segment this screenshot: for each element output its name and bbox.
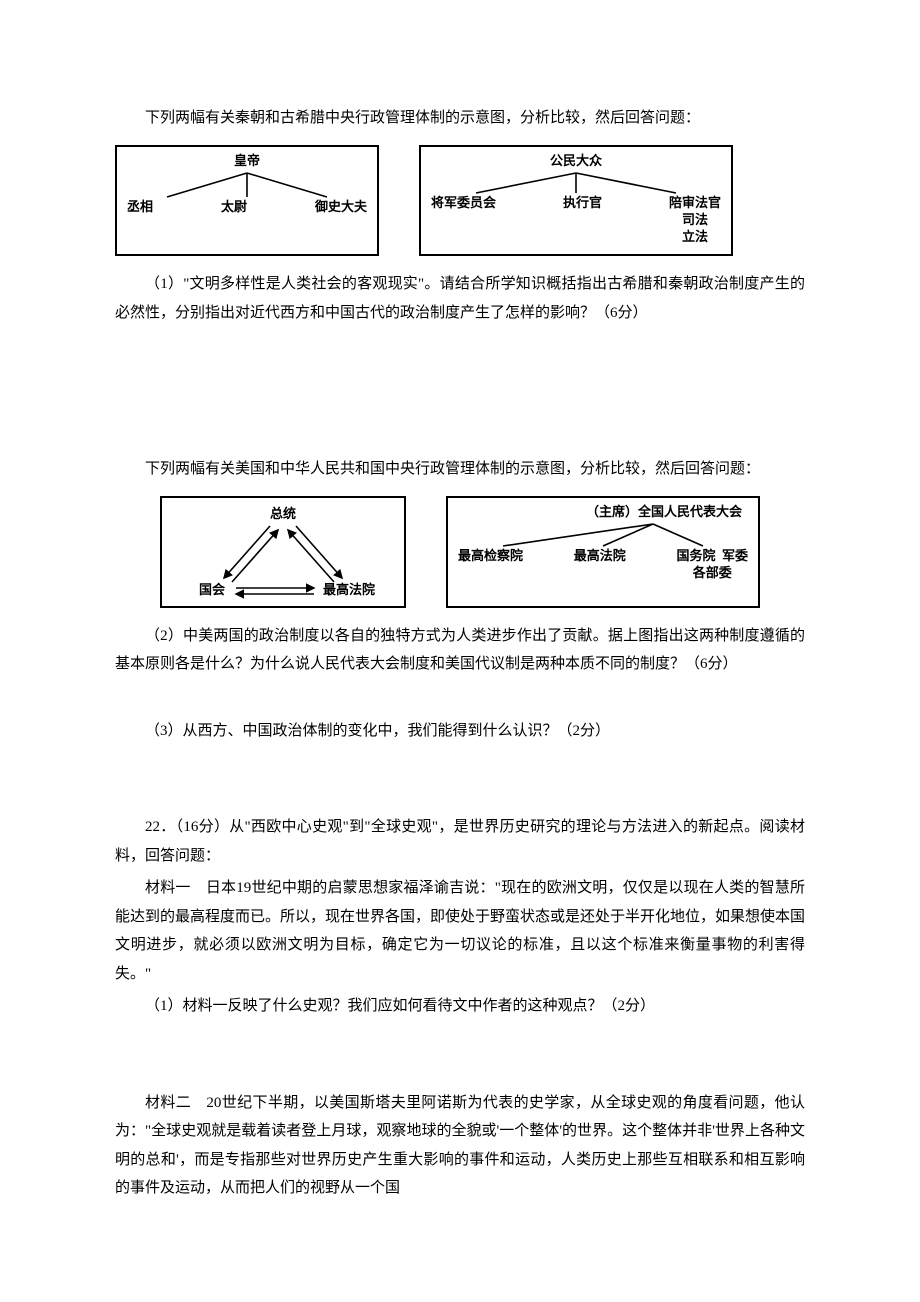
diagram-qin-bottom-row: 丞相 太尉 御史大夫 (127, 199, 367, 216)
material-1: 材料一 日本19世纪中期的启蒙思想家福泽谕吉说："现在的欧洲文明，仅仅是以现在人… (115, 874, 805, 988)
diagram-usa-svg: 总统 国会 最高法院 (174, 504, 392, 600)
material-2: 材料二 20世纪下半期，以美国斯塔夫里阿诺斯为代表的史学家，从全球史观的角度看问… (115, 1089, 805, 1203)
diagram-qin-item-1: 太尉 (221, 199, 247, 216)
diagram-prc-bottom-row: 最高检察院 最高法院 国务院 军委 各部委 (458, 548, 748, 582)
diagram-qin-item-0: 丞相 (127, 199, 153, 216)
diagram-qin-top-label: 皇帝 (234, 153, 260, 170)
diagram-greece-item-2: 陪审法官 司法 立法 (669, 195, 721, 246)
diagram-greece-lines (451, 171, 701, 195)
diagram-qin: 皇帝 丞相 太尉 御史大夫 (115, 145, 379, 257)
diagram-row-qin-greece: 皇帝 丞相 太尉 御史大夫 公民大众 将军委员会 执行官 陪审法官 司法 立法 (115, 145, 805, 257)
question-22-intro: 22．（16分）从"西欧中心史观"到"全球史观"，是世界历史研究的理论与方法进入… (115, 813, 805, 870)
diagram-prc-top-label: （主席）全国人民代表大会 (586, 504, 748, 521)
svg-text:总统: 总统 (270, 506, 296, 521)
blank-space-2 (115, 683, 805, 713)
diagram-qin-item-2: 御史大夫 (315, 199, 367, 216)
svg-text:最高法院: 最高法院 (323, 582, 375, 597)
diagram-usa: 总统 国会 最高法院 (160, 496, 406, 608)
diagram-greece: 公民大众 将军委员会 执行官 陪审法官 司法 立法 (419, 145, 733, 257)
blank-space-1 (115, 331, 805, 451)
diagram-greece-item-0: 将军委员会 (431, 195, 496, 246)
intro-paragraph-1: 下列两幅有关秦朝和古希腊中央行政管理体制的示意图，分析比较，然后回答问题： (115, 104, 805, 133)
diagram-prc-item-1: 最高法院 (574, 548, 626, 582)
svg-text:国会: 国会 (199, 582, 226, 597)
diagram-row-usa-prc: 总统 国会 最高法院 （主席）全国人民代表大会 最高检察院 (115, 496, 805, 608)
diagram-greece-top-label: 公民大众 (550, 153, 602, 170)
diagram-prc: （主席）全国人民代表大会 最高检察院 最高法院 国务院 军委 各部委 (446, 496, 760, 608)
diagram-prc-item-0: 最高检察院 (458, 548, 523, 582)
diagram-greece-bottom-row: 将军委员会 执行官 陪审法官 司法 立法 (431, 195, 721, 246)
blank-space-3 (115, 749, 805, 809)
question-1: （1）"文明多样性是人类社会的客观现实"。请结合所学知识概括指出古希腊和秦朝政治… (115, 270, 805, 327)
diagram-qin-lines (147, 171, 347, 199)
document-page: 下列两幅有关秦朝和古希腊中央行政管理体制的示意图，分析比较，然后回答问题： 皇帝… (0, 0, 920, 1267)
question-3: （3）从西方、中国政治体制的变化中，我们能得到什么认识？（2分） (115, 717, 805, 746)
intro-paragraph-2: 下列两幅有关美国和中华人民共和国中央行政管理体制的示意图，分析比较，然后回答问题… (115, 455, 805, 484)
blank-space-4 (115, 1025, 805, 1085)
question-22-1: （1）材料一反映了什么史观？我们应如何看待文中作者的这种观点？（2分） (115, 992, 805, 1021)
diagram-prc-lines (473, 522, 733, 548)
diagram-greece-item-1: 执行官 (563, 195, 602, 246)
diagram-prc-item-2: 国务院 军委 各部委 (676, 548, 748, 582)
question-2: （2）中美两国的政治制度以各自的独特方式为人类进步作出了贡献。据上图指出这两种制… (115, 622, 805, 679)
